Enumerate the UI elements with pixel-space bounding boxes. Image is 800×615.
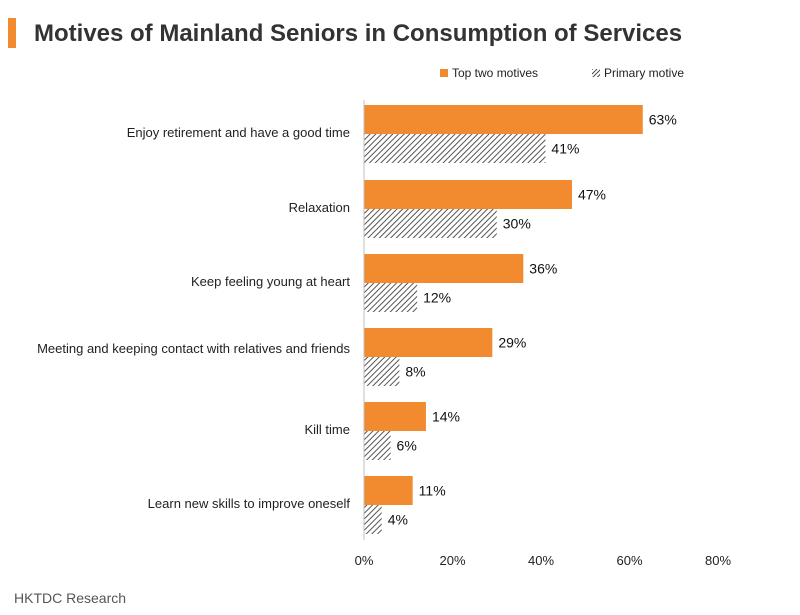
data-label: 8%: [405, 364, 425, 380]
bar-primary: [364, 357, 400, 386]
legend-item-primary: Primary motive: [592, 66, 684, 80]
category-label: Kill time: [304, 422, 350, 437]
title-accent-bar: [8, 18, 16, 48]
data-label: 29%: [498, 335, 526, 351]
bar-top-two: [364, 476, 413, 505]
bar-primary: [364, 209, 497, 238]
bar-primary: [364, 505, 382, 534]
data-label: 36%: [529, 261, 557, 277]
legend-label-top-two: Top two motives: [452, 66, 539, 80]
x-tick-label: 40%: [528, 553, 554, 568]
data-label: 14%: [432, 409, 460, 425]
bar-primary: [364, 431, 391, 460]
bar-top-two: [364, 180, 572, 209]
data-label: 47%: [578, 187, 606, 203]
data-label: 63%: [649, 112, 677, 128]
data-label: 6%: [397, 438, 417, 454]
category-label: Keep feeling young at heart: [190, 274, 350, 289]
data-label: 11%: [419, 483, 446, 499]
bar-primary: [364, 283, 418, 312]
x-tick-label: 0%: [355, 553, 374, 568]
bar-top-two: [364, 254, 524, 283]
data-label: 12%: [423, 290, 451, 306]
x-tick-label: 80%: [705, 553, 731, 568]
category-label: Enjoy retirement and have a good time: [126, 125, 350, 140]
bar-top-two: [364, 328, 493, 357]
data-label: 41%: [551, 141, 579, 157]
data-label: 4%: [388, 512, 408, 528]
x-tick-label: 20%: [439, 553, 465, 568]
chart-title: Motives of Mainland Seniors in Consumpti…: [34, 20, 683, 47]
bar-top-two: [364, 402, 426, 431]
category-label: Relaxation: [288, 200, 350, 215]
category-label: Meeting and keeping contact with relativ…: [37, 341, 350, 356]
legend-swatch-orange: [440, 69, 448, 77]
data-label: 30%: [503, 216, 531, 232]
legend-item-top-two: Top two motives: [440, 66, 538, 80]
source-footer: HKTDC Research: [14, 590, 127, 606]
bar-top-two: [364, 105, 643, 134]
x-tick-label: 60%: [616, 553, 642, 568]
category-label: Learn new skills to improve oneself: [147, 496, 350, 511]
bar-primary: [364, 134, 546, 163]
legend-swatch-hatched: [592, 69, 600, 77]
legend-label-primary: Primary motive: [604, 66, 685, 80]
